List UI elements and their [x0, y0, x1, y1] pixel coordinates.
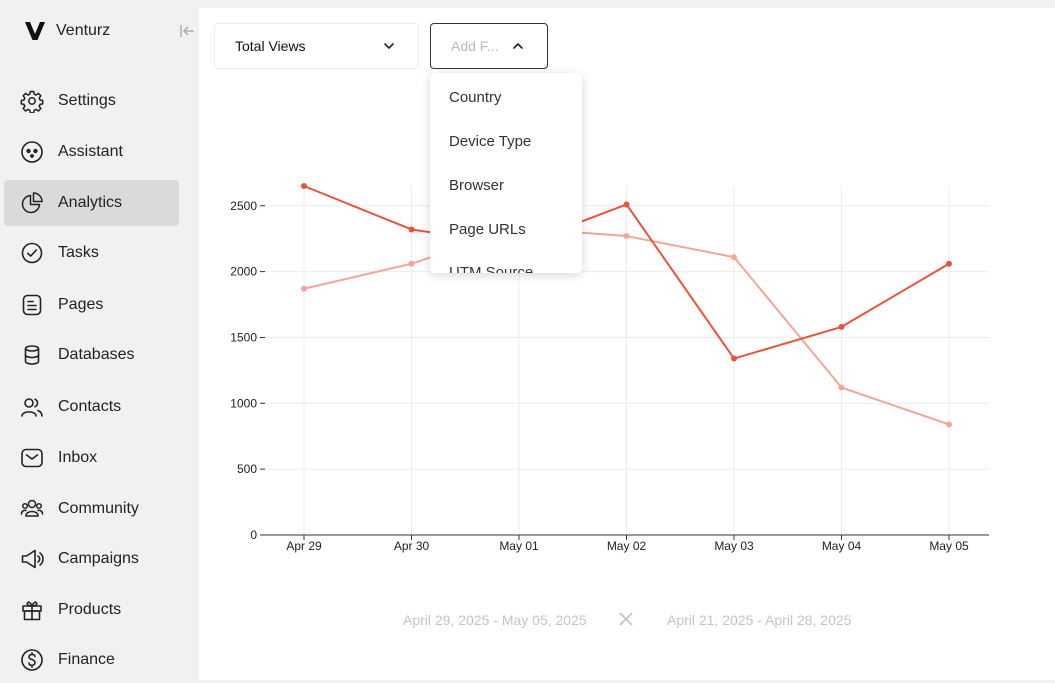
x-tick-label: May 04	[822, 539, 862, 553]
collapse-sidebar-icon[interactable]	[178, 22, 196, 40]
sidebar-item-campaigns[interactable]: Campaigns	[4, 536, 179, 582]
sidebar-item-label: Inbox	[58, 449, 98, 466]
x-tick-label: May 05	[929, 539, 969, 553]
data-point-previous	[946, 421, 952, 428]
date-range-previous[interactable]: April 21, 2025 - April 28, 2025	[667, 612, 852, 628]
sidebar-item-label: Finance	[58, 651, 115, 668]
data-point-current	[946, 260, 952, 267]
sidebar-item-label: Campaigns	[58, 550, 139, 567]
metric-select-value: Total Views	[235, 38, 306, 54]
sidebar-item-label: Analytics	[58, 194, 123, 211]
brand-name: Venturz	[56, 22, 111, 39]
data-point-current	[408, 226, 415, 233]
brand[interactable]: Venturz	[24, 18, 110, 44]
sidebar-item-products[interactable]: Products	[4, 587, 179, 633]
sidebar-item-tasks[interactable]: Tasks	[4, 230, 179, 276]
filter-option-country[interactable]: Country	[449, 89, 502, 106]
data-point-previous	[731, 254, 737, 261]
assistant-icon	[20, 140, 44, 164]
data-point-current	[838, 323, 845, 330]
sidebar-item-assistant[interactable]: Assistant	[4, 129, 179, 175]
filter-option-device-type[interactable]: Device Type	[449, 133, 532, 150]
sidebar: Venturz Settings Assistant	[0, 0, 199, 680]
megaphone-icon	[20, 547, 44, 571]
community-icon	[20, 497, 44, 521]
filter-option-browser[interactable]: Browser	[449, 177, 505, 194]
chevron-down-icon	[384, 43, 394, 49]
pie-chart-icon	[20, 191, 44, 215]
data-point-current	[731, 355, 737, 362]
sidebar-item-finance[interactable]: Finance	[4, 637, 179, 683]
x-tick-label: Apr 30	[394, 539, 430, 553]
analytics-panel: 0 500 1000 1500 2000 2500 Apr 29 Apr 30 May 01 Ma…	[199, 8, 1055, 680]
gift-icon	[20, 598, 44, 622]
sidebar-item-label: Assistant	[58, 143, 123, 160]
y-tick-label: 0	[250, 528, 257, 542]
data-point-previous	[838, 384, 845, 391]
metric-select[interactable]: Total Views	[214, 23, 419, 69]
sidebar-item-label: Tasks	[58, 244, 99, 261]
x-tick-label: Apr 29	[286, 539, 322, 553]
date-range-current[interactable]: April 29, 2025 - May 05, 2025	[403, 612, 587, 628]
data-point-current	[623, 201, 630, 208]
y-tick-label: 500	[237, 462, 257, 476]
sidebar-item-label: Settings	[58, 92, 116, 109]
database-icon	[20, 343, 44, 367]
sidebar-item-label: Databases	[58, 346, 135, 363]
x-tick-label: May 03	[714, 539, 754, 553]
check-circle-icon	[20, 241, 44, 265]
contacts-icon	[20, 395, 44, 419]
y-tick-label: 1500	[230, 330, 257, 344]
data-point-previous	[623, 233, 630, 240]
sidebar-item-label: Pages	[58, 296, 104, 313]
sidebar-item-label: Products	[58, 601, 122, 618]
chevron-up-icon	[513, 43, 523, 49]
x-tick-label: May 02	[607, 539, 647, 553]
add-filter-select[interactable]: Add F...	[430, 23, 548, 69]
close-icon[interactable]	[618, 611, 634, 627]
data-point-current	[301, 183, 307, 189]
dollar-circle-icon	[20, 648, 44, 672]
data-point-previous	[301, 285, 307, 292]
sidebar-item-inbox[interactable]: Inbox	[4, 435, 179, 481]
sidebar-item-contacts[interactable]: Contacts	[4, 384, 179, 430]
sidebar-item-label: Community	[58, 500, 139, 517]
envelope-icon	[20, 446, 44, 470]
filter-option-utm-source[interactable]: UTM Source	[449, 264, 534, 273]
sidebar-item-pages[interactable]: Pages	[4, 282, 179, 328]
document-icon	[20, 293, 44, 317]
filter-dropdown-menu: Country Device Type Browser Page URLs UT…	[430, 73, 582, 273]
sidebar-item-settings[interactable]: Settings	[4, 78, 179, 124]
y-tick-label: 2000	[230, 265, 257, 279]
add-filter-placeholder: Add F...	[451, 38, 499, 54]
filter-option-page-urls[interactable]: Page URLs	[449, 221, 526, 238]
y-tick-label: 1000	[230, 396, 257, 410]
gear-icon	[20, 89, 44, 113]
line-chart: 0 500 1000 1500 2000 2500 Apr 29 Apr 30 May 01 Ma…	[230, 183, 989, 553]
sidebar-item-databases[interactable]: Databases	[4, 332, 179, 378]
data-point-previous	[408, 260, 415, 267]
x-tick-label: May 01	[499, 539, 539, 553]
sidebar-item-analytics[interactable]: Analytics	[4, 180, 179, 226]
venturz-logo-icon	[25, 22, 45, 40]
y-tick-label: 2500	[230, 199, 257, 213]
sidebar-item-label: Contacts	[58, 398, 122, 415]
sidebar-item-community[interactable]: Community	[4, 486, 179, 532]
